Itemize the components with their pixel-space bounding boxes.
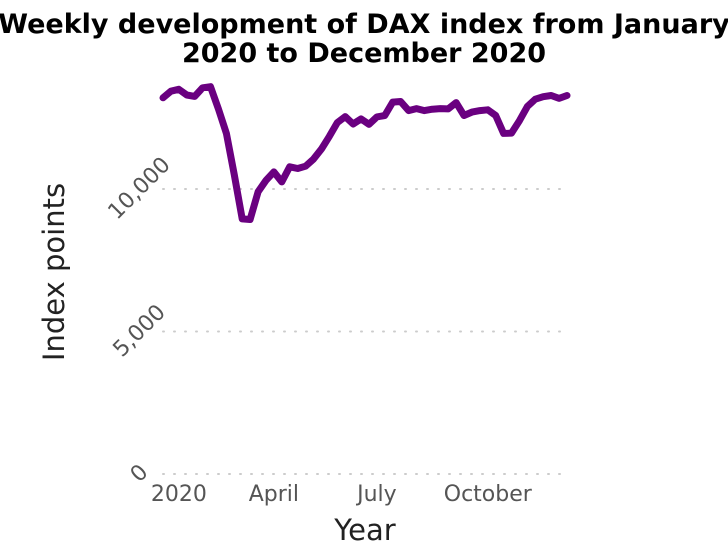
x-tick-label: October xyxy=(444,482,533,507)
dax-series-line xyxy=(159,83,571,223)
y-tick-label: 0 xyxy=(126,460,154,488)
y-gridlines xyxy=(162,188,568,475)
chart-title-line-2: 2020 to December 2020 xyxy=(182,38,546,69)
y-axis-title: Index points xyxy=(37,183,71,361)
y-tick-label: 5,000 xyxy=(109,300,171,362)
series-lines xyxy=(159,83,571,223)
x-tick-labels: 2020 April July October xyxy=(151,482,533,507)
x-tick-label: July xyxy=(355,482,397,507)
chart-title-line-1: Weekly development of DAX index from Jan… xyxy=(0,9,728,40)
x-tick-label: April xyxy=(249,482,299,507)
x-axis-title: Year xyxy=(333,513,395,547)
x-tick-label: 2020 xyxy=(151,482,207,507)
